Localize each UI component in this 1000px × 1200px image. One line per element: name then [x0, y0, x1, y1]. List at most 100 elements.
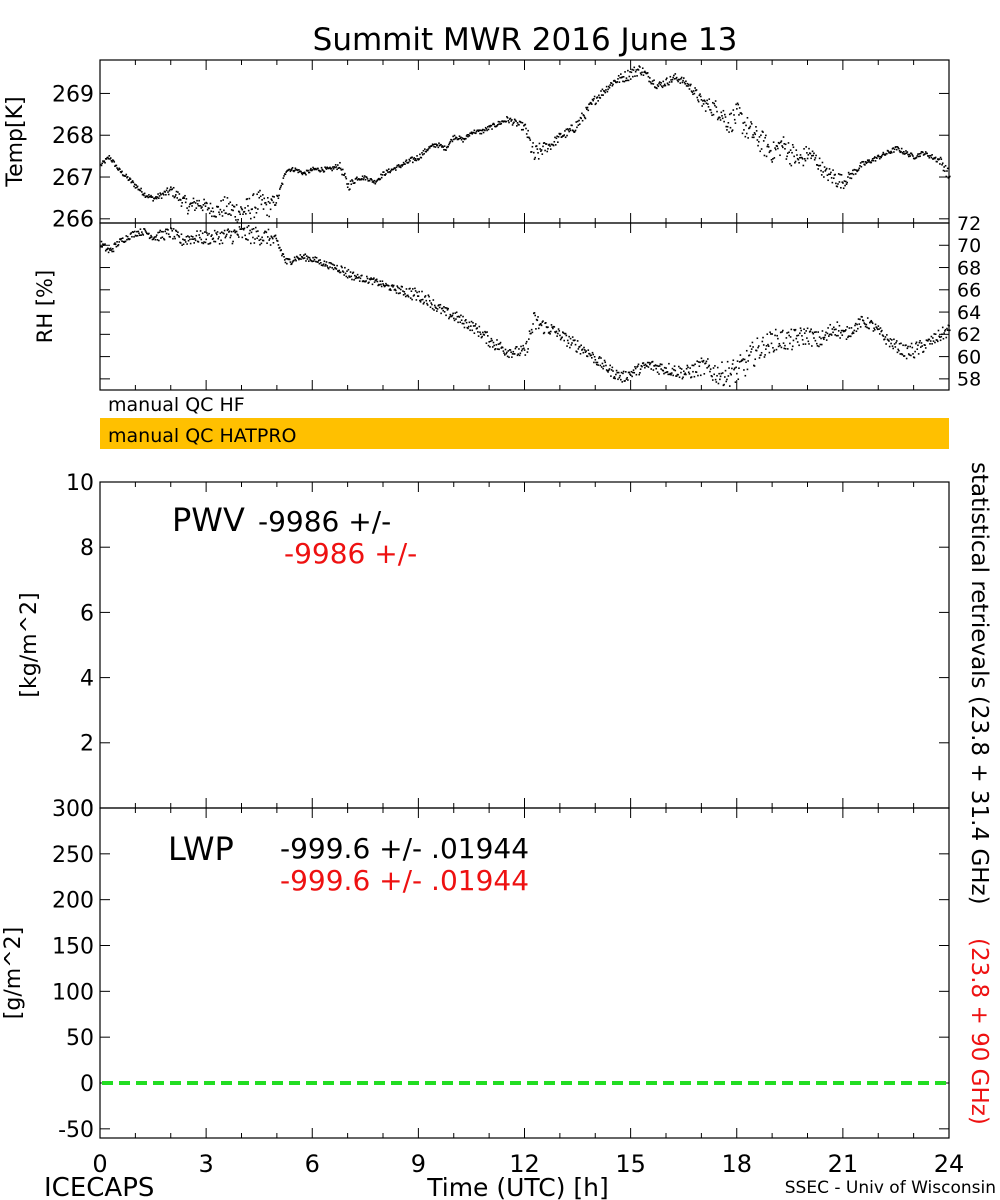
- temperature-data-point: [218, 211, 220, 214]
- temperature-data-point: [840, 174, 843, 176]
- relative-humidity-data-point: [322, 263, 325, 265]
- relative-humidity-data-point: [443, 306, 445, 308]
- relative-humidity-data-point: [352, 271, 355, 274]
- temperature-data-point: [819, 164, 822, 167]
- x-axis-title: Time (UTC) [h]: [426, 1173, 609, 1200]
- relative-humidity-data-point: [373, 277, 375, 279]
- temperature-data-point: [825, 167, 828, 170]
- temperature-data-point: [699, 95, 702, 98]
- temperature-data-point: [666, 77, 668, 80]
- lwp-xtick-label: 6: [305, 1150, 320, 1178]
- relative-humidity-data-point: [941, 333, 943, 336]
- relative-humidity-data-point: [509, 349, 512, 351]
- temperature-data-point: [844, 180, 847, 183]
- relative-humidity-data-point: [517, 353, 520, 355]
- temperature-data-point: [260, 203, 263, 206]
- temperature-data-point: [765, 155, 768, 158]
- relative-humidity-data-point: [773, 349, 776, 352]
- temperature-data-point: [443, 145, 446, 147]
- relative-humidity-data-point: [138, 232, 140, 235]
- relative-humidity-data-point: [741, 359, 744, 362]
- relative-humidity-data-point: [186, 243, 188, 245]
- relative-humidity-data-point: [165, 228, 167, 231]
- relative-humidity-data-point: [639, 368, 642, 370]
- relative-humidity-data-point: [476, 327, 478, 329]
- relative-humidity-data-point: [435, 307, 437, 309]
- temperature-data-point: [204, 202, 206, 205]
- temperature-data-point: [414, 159, 416, 162]
- temperature-data-point: [147, 196, 150, 199]
- relative-humidity-data-point: [479, 333, 482, 336]
- relative-humidity-data-point: [853, 329, 856, 332]
- qc-hatpro-label: manual QC HATPRO: [108, 425, 297, 447]
- temperature-data-point: [767, 146, 770, 148]
- relative-humidity-data-point: [407, 295, 410, 298]
- relative-humidity-data-point: [756, 337, 759, 340]
- relative-humidity-data-point: [162, 237, 165, 240]
- relative-humidity-data-point: [576, 340, 579, 342]
- relative-humidity-data-point: [184, 241, 187, 243]
- temperature-data-point: [555, 137, 558, 140]
- relative-humidity-data-point: [764, 354, 766, 356]
- temperature-data-point: [278, 188, 281, 190]
- relative-humidity-data-point: [399, 292, 401, 294]
- temperature-data-point: [939, 163, 941, 165]
- temperature-data-point: [823, 166, 826, 168]
- relative-humidity-data-point: [714, 378, 717, 381]
- relative-humidity-data-point: [721, 361, 723, 364]
- temperature-data-point: [364, 178, 367, 181]
- relative-humidity-data-point: [750, 348, 753, 350]
- temperature-data-point: [759, 150, 761, 153]
- temperature-data-point: [264, 201, 267, 204]
- temperature-data-point: [866, 161, 868, 164]
- temperature-data-point: [390, 170, 392, 172]
- temperature-data-point: [433, 143, 436, 145]
- temperature-data-point: [757, 144, 759, 147]
- relative-humidity-data-point: [931, 343, 933, 345]
- relative-humidity-data-point: [534, 314, 537, 317]
- temperature-data-point: [330, 167, 333, 170]
- relative-humidity-data-point: [108, 248, 111, 250]
- relative-humidity-data-point: [283, 259, 286, 261]
- relative-humidity-data-point: [464, 319, 466, 322]
- temperature-data-point: [644, 70, 646, 73]
- lwp-xtick-label: 9: [411, 1150, 426, 1178]
- temperature-data-point: [472, 131, 475, 134]
- temperature-data-point: [738, 107, 741, 109]
- temperature-data-point: [521, 121, 524, 124]
- relative-humidity-data-point: [828, 333, 831, 336]
- relative-humidity-data-point: [495, 344, 498, 346]
- relative-humidity-data-point: [249, 242, 252, 245]
- relative-humidity-data-point: [293, 256, 296, 259]
- temperature-data-point: [345, 177, 348, 180]
- temperature-data-point: [375, 180, 378, 182]
- relative-humidity-data-point: [883, 338, 886, 340]
- temperature-data-point: [457, 138, 460, 140]
- relative-humidity-data-point: [690, 376, 693, 378]
- relative-humidity-data-point: [840, 329, 843, 332]
- relative-humidity-data-point: [636, 365, 639, 367]
- relative-humidity-data-point: [528, 338, 530, 340]
- temperature-data-point: [918, 153, 921, 155]
- temperature-data-point: [271, 195, 274, 198]
- relative-humidity-data-point: [195, 234, 198, 237]
- relative-humidity-data-point: [670, 373, 672, 376]
- temperature-data-point: [235, 219, 237, 221]
- temperature-data-point: [399, 166, 402, 169]
- temperature-data-point: [428, 147, 431, 149]
- temperature-data-point: [846, 181, 849, 184]
- relative-humidity-data-point: [349, 271, 352, 273]
- temperature-data-point: [576, 126, 578, 129]
- temperature-data-point: [818, 157, 821, 160]
- temperature-data-point: [694, 87, 696, 89]
- temperature-data-point: [591, 103, 593, 105]
- relative-humidity-data-point: [130, 232, 133, 234]
- relative-humidity-data-point: [876, 327, 878, 329]
- relative-humidity-data-point: [505, 352, 507, 355]
- temperature-data-point: [353, 182, 356, 184]
- relative-humidity-data-point: [331, 266, 333, 269]
- relative-humidity-data-point: [175, 230, 178, 233]
- temperature-data-point: [465, 137, 467, 140]
- temperature-data-point: [247, 209, 250, 212]
- temperature-data-point: [179, 199, 182, 201]
